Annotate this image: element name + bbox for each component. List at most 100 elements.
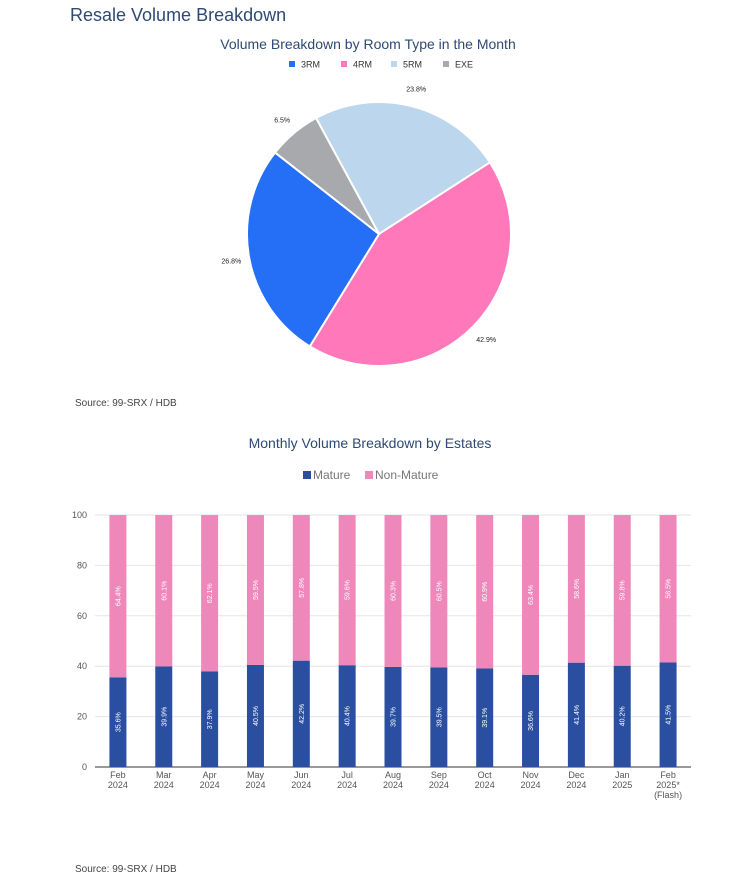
- bar-segment-mature: [338, 665, 356, 767]
- bar-segment-non-mature: [613, 515, 631, 666]
- x-tick-label: Mar: [156, 770, 172, 780]
- bar-value-label: 39.9%: [161, 707, 168, 727]
- bar-segment-mature: [246, 664, 264, 767]
- bar-value-label: 41.5%: [666, 705, 673, 725]
- bar-segment-non-mature: [659, 515, 677, 663]
- bar-value-label: 39.7%: [391, 707, 398, 727]
- pie-slice-labels: 23.8% 42.9% 26.8% 6.5%: [221, 87, 496, 344]
- bar-value-label: 42.2%: [299, 704, 306, 724]
- pie-slices: [246, 101, 512, 367]
- bar-segment-non-mature: [476, 515, 494, 669]
- bar-segment-mature: [613, 665, 631, 767]
- y-tick-label: 0: [82, 762, 87, 772]
- x-tick-label: Oct: [478, 770, 493, 780]
- x-tick-label: Feb: [660, 770, 676, 780]
- x-tick-label: 2024: [108, 780, 128, 790]
- bar-chart-title: Monthly Volume Breakdown by Estates: [249, 435, 492, 451]
- x-tick-label: (Flash): [654, 790, 682, 800]
- x-tick-label: Aug: [385, 770, 401, 780]
- x-tick-label: 2024: [383, 780, 403, 790]
- source-note-bars: Source: 99-SRX / HDB: [75, 864, 177, 875]
- bar-segment-mature: [109, 677, 127, 767]
- bar-segment-non-mature: [109, 515, 127, 678]
- bar-value-label: 35.6%: [115, 712, 122, 732]
- bar-segment-non-mature: [246, 515, 264, 665]
- bar-value-label: 59.5%: [253, 580, 260, 600]
- pie-slice-label-3rm: 26.8%: [221, 258, 241, 265]
- x-axis-labels: Feb2024Mar2024Apr2024May2024Jun2024Jul20…: [108, 770, 682, 800]
- x-tick-label: Jun: [294, 770, 309, 780]
- x-tick-label: 2024: [566, 780, 586, 790]
- bar-segment-non-mature: [384, 515, 402, 667]
- x-tick-label: Jul: [341, 770, 353, 780]
- bar-segment-non-mature: [567, 515, 585, 663]
- pie-legend: 3RM 4RM 5RM EXE: [289, 60, 473, 70]
- pie-slice-4rm: [308, 161, 512, 367]
- bar-value-label: 40.4%: [345, 706, 352, 726]
- y-tick-label: 60: [77, 611, 87, 621]
- bar-segment-non-mature: [292, 515, 310, 661]
- y-tick-label: 20: [77, 712, 87, 722]
- bar-value-label: 60.3%: [391, 581, 398, 601]
- legend-label-3rm: 3RM: [301, 60, 320, 70]
- bar-segment-mature: [522, 674, 540, 767]
- x-tick-label: Feb: [110, 770, 126, 780]
- x-tick-label: 2024: [245, 780, 265, 790]
- legend-swatch-3rm: [289, 61, 295, 67]
- legend-label-non-mature: Non-Mature: [375, 468, 439, 482]
- x-tick-label: Dec: [568, 770, 585, 780]
- bar-value-label: 57.8%: [299, 578, 306, 598]
- x-tick-label: 2024: [337, 780, 357, 790]
- y-axis-ticks: 0 20 40 60 80 100: [72, 510, 87, 772]
- x-tick-label: 2024: [200, 780, 220, 790]
- y-tick-label: 80: [77, 560, 87, 570]
- bar-value-label: 39.1%: [482, 708, 489, 728]
- bar-segment-non-mature: [201, 515, 219, 672]
- pie-slice-5rm: [314, 101, 492, 236]
- bar-segment-mature: [201, 671, 219, 767]
- bar-value-label: 62.1%: [207, 583, 214, 603]
- x-tick-label: 2024: [521, 780, 541, 790]
- bar-value-label: 39.5%: [436, 707, 443, 727]
- pie-slice-label-5rm: 23.8%: [406, 87, 426, 94]
- x-tick-label: Sep: [431, 770, 447, 780]
- bar-segment-non-mature: [338, 515, 356, 666]
- x-tick-label: 2024: [154, 780, 174, 790]
- bar-segment-mature: [384, 666, 402, 767]
- pie-chart: Volume Breakdown by Room Type in the Mon…: [220, 36, 516, 367]
- bar-segment-mature: [476, 668, 494, 767]
- y-tick-label: 40: [77, 661, 87, 671]
- bar-segment-non-mature: [522, 515, 540, 675]
- bar-segment-non-mature: [430, 515, 448, 668]
- bar-segment-mature: [659, 662, 677, 767]
- x-tick-label: 2025*: [656, 780, 680, 790]
- pie-slice-exe: [273, 116, 380, 235]
- x-tick-label: 2024: [291, 780, 311, 790]
- legend-swatch-non-mature: [365, 471, 373, 479]
- bar-value-label: 63.4%: [528, 585, 535, 605]
- bar-segment-non-mature: [155, 515, 173, 667]
- legend-label-4rm: 4RM: [353, 60, 372, 70]
- x-tick-label: Jan: [615, 770, 630, 780]
- bar-value-label: 58.5%: [666, 579, 673, 599]
- legend-swatch-exe: [443, 61, 449, 67]
- bar-value-label: 40.5%: [253, 706, 260, 726]
- y-tick-label: 100: [72, 510, 87, 520]
- bar-value-label: 40.2%: [620, 706, 627, 726]
- legend-label-exe: EXE: [455, 60, 473, 70]
- legend-swatch-mature: [303, 471, 311, 479]
- bar-segment-mature: [567, 662, 585, 767]
- source-note-pie: Source: 99-SRX / HDB: [75, 398, 177, 409]
- pie-slice-label-exe: 6.5%: [274, 117, 290, 124]
- pie-slice-label-4rm: 42.9%: [476, 337, 496, 344]
- pie-chart-title: Volume Breakdown by Room Type in the Mon…: [220, 36, 515, 52]
- bar-legend: Mature Non-Mature: [303, 468, 439, 482]
- pie-slice-3rm: [246, 151, 381, 348]
- bars: 35.6% 64.4% 39.9% 60.1% 37.9% 62.1% 40.5% 59.5%…: [109, 515, 677, 767]
- x-tick-label: 2024: [475, 780, 495, 790]
- bar-value-label: 59.8%: [620, 580, 627, 600]
- legend-swatch-5rm: [391, 61, 397, 67]
- bar-value-label: 60.5%: [436, 581, 443, 601]
- bar-value-label: 37.9%: [207, 709, 214, 729]
